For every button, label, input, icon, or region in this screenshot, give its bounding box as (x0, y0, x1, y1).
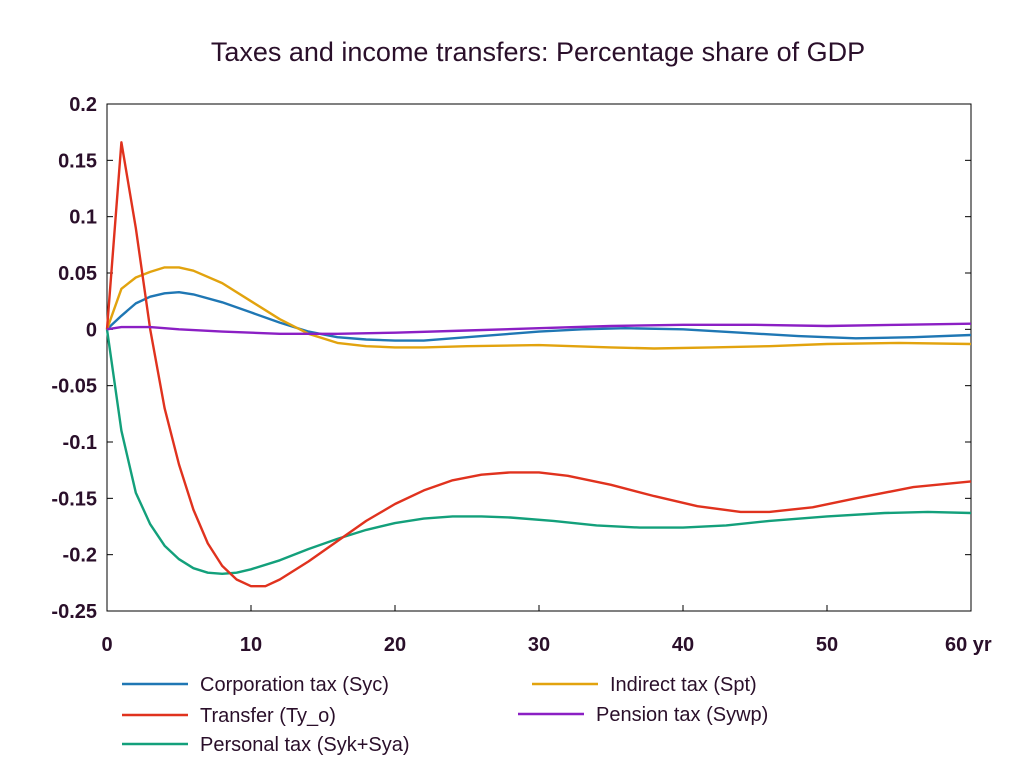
series-layer (105, 141, 972, 588)
x-tick-label: 0 (101, 634, 112, 656)
legend-label: Personal tax (Syk+Sya) (200, 734, 410, 756)
series-line-3 (105, 266, 972, 350)
legend-label: Corporation tax (Syc) (200, 674, 389, 696)
y-axis: 0.2 0.15 0.1 0.05 0 -0.05 -0.1 -0.15 -0.2 -0.25 (51, 94, 971, 623)
y-tick-label: -0.05 (51, 376, 97, 398)
x-tick-label: 20 (384, 634, 406, 656)
series-line-4 (106, 322, 972, 335)
y-tick-label: 0.05 (58, 263, 97, 285)
plot-area (106, 103, 972, 612)
y-tick-label: 0.15 (58, 150, 97, 172)
y-tick-label: -0.1 (63, 432, 97, 454)
legend-label: Pension tax (Sywp) (596, 704, 768, 726)
series-line-0 (106, 291, 972, 342)
legend-item-0: Corporation tax (Syc) (122, 674, 389, 696)
y-tick-label: -0.2 (63, 545, 97, 567)
chart-title: Taxes and income transfers: Percentage s… (211, 37, 865, 67)
x-tick-label: 60 yr (945, 634, 992, 656)
x-axis: 0 10 20 30 40 50 60 yr (101, 605, 992, 656)
legend-item-2: Personal tax (Syk+Sya) (122, 734, 410, 756)
series-line-1 (105, 141, 972, 588)
legend-label: Transfer (Ty_o) (200, 705, 336, 727)
x-tick-label: 10 (240, 634, 262, 656)
plot-frame (106, 103, 972, 612)
x-tick-label: 40 (672, 634, 694, 656)
x-tick-label: 50 (816, 634, 838, 656)
legend-item-4: Pension tax (Sywp) (518, 704, 768, 726)
legend: Corporation tax (Syc) Transfer (Ty_o) Pers… (122, 674, 768, 756)
y-tick-label: 0 (86, 319, 97, 341)
series-line-2 (105, 329, 972, 575)
y-tick-label: -0.25 (51, 601, 97, 623)
y-tick-label: -0.15 (51, 488, 97, 510)
y-tick-label: 0.2 (69, 94, 97, 116)
legend-label: Indirect tax (Spt) (610, 674, 757, 696)
x-tick-label: 30 (528, 634, 550, 656)
legend-item-3: Indirect tax (Spt) (532, 674, 757, 696)
y-tick-label: 0.1 (69, 207, 97, 229)
legend-item-1: Transfer (Ty_o) (122, 705, 336, 727)
